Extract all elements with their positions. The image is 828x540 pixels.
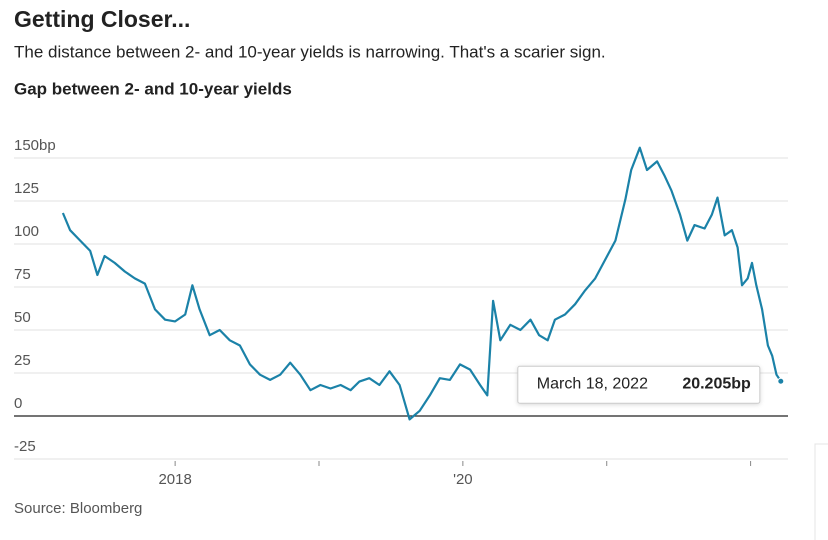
tooltip-date: March 18, 2022: [537, 375, 648, 392]
page-title: Getting Closer...: [14, 6, 190, 32]
x-tick-label: 2018: [158, 471, 191, 488]
y-tick-label: 150bp: [14, 137, 56, 154]
tooltip-box: [517, 365, 761, 404]
y-tick-label: 25: [14, 352, 31, 369]
y-tick-label: -25: [14, 438, 36, 455]
tooltip: March 18, 2022 20.205bp: [517, 365, 761, 404]
subtitle: The distance between 2- and 10-year yiel…: [14, 42, 606, 61]
line: [61, 146, 782, 421]
y-tick-label: 0: [14, 395, 22, 412]
source: Source: Bloomberg: [14, 500, 142, 517]
chart-title: Gap between 2- and 10-year yields: [14, 79, 292, 98]
y-tick-label: 100: [14, 223, 39, 240]
side-panel: [814, 443, 828, 540]
tooltip-value: 20.205bp: [682, 375, 751, 392]
tooltip-point: [777, 377, 785, 385]
y-tick-label: 50: [14, 309, 31, 326]
y-tick-label: 75: [14, 266, 31, 283]
x-tick-label: '20: [453, 471, 473, 488]
plot: 150bp 125 100 75 50 25 0 -25 2018 '20 March 18, 20…: [14, 137, 788, 488]
y-tick-label: 125: [14, 180, 39, 197]
